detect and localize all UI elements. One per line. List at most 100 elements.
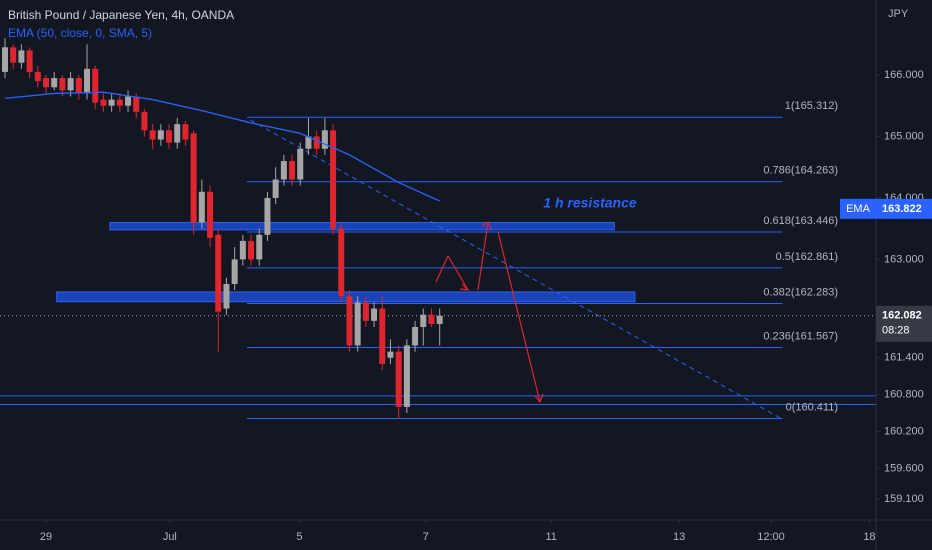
candle-body [149,130,156,140]
plot-area: 1(165.312) 0.786(164.263) 0.618(163.446) 0.… [0,38,876,420]
arrow [435,254,469,291]
candle-body [92,68,99,103]
candle-body [289,161,296,180]
ema-tag [840,198,876,219]
candle-body [100,99,107,106]
y-tick-label: 166.000 [884,69,924,81]
candle-body [43,78,50,88]
x-tick-label: 13 [673,531,685,543]
candle-body [116,99,123,106]
candle-body [207,191,214,238]
resistance-zone [56,291,636,303]
candle-body [166,130,173,143]
candle-body [223,283,230,309]
candle-body [280,161,287,180]
candle-body [428,314,435,324]
candle-body [215,234,222,312]
candle-body [420,314,427,327]
candle-body [379,308,386,364]
candle-body [26,50,33,72]
fib-label: 0.5(162.861) [776,251,838,263]
candle-body [75,78,82,94]
arrow-head [481,221,492,230]
fib-label: 0.382(162.283) [763,286,838,298]
trendline [249,119,781,419]
arrow [497,231,541,403]
candle-body [436,315,443,324]
ema-line [4,91,440,202]
candle-body [67,78,74,91]
price-tag [876,305,932,342]
candle-body [18,50,25,63]
fib-label: 0.786(164.263) [763,165,838,177]
x-tick-label: 7 [423,531,429,543]
candle-body [10,47,17,63]
candle-body [305,136,312,149]
x-tick-label: 5 [296,531,302,543]
currency: JPY [888,8,909,20]
candle-body [84,68,91,94]
candle-body [321,130,328,149]
candle-body [264,197,271,235]
arrow-head [459,283,470,291]
candle-body [272,179,279,198]
candle-body [371,308,378,321]
candle-body [2,47,9,72]
y-tick-label: 161.400 [884,352,924,364]
x-tick-label: 29 [40,531,52,543]
ema-tag-name: EMA [846,203,871,215]
candle-body [174,124,181,143]
y-tick-label: 165.000 [884,130,924,142]
candle-body [297,148,304,180]
candle-body [387,351,394,358]
candle-body [141,111,148,131]
y-tick-label: 159.600 [884,462,924,474]
candle-body [362,302,369,321]
candle-body [182,124,189,140]
candle-body [198,191,205,223]
candle-body [330,130,337,229]
annotation: 1 h resistance [543,195,637,211]
candle-body [157,130,164,140]
candle-body [231,259,238,284]
arrow-head [534,393,544,404]
resistance-zone [109,222,615,231]
x-tick-label: 18 [863,531,875,543]
x-tick-label: Jul [163,531,177,543]
y-tick-label: 159.100 [884,493,924,505]
ema-price-tag [876,198,932,219]
x-tick-label: 12:00 [757,531,785,543]
x-tick-label: 11 [546,531,557,543]
candle-body [395,351,402,407]
y-tick-label: 160.800 [884,389,924,401]
fib-label: 0(160.411) [786,401,838,413]
y-tick-label: 163.000 [884,253,924,265]
countdown: 08:28 [882,325,910,337]
ema-price: 163.822 [882,203,922,215]
candle-body [125,96,132,106]
y-tick-label: 160.200 [884,425,924,437]
arrow [477,221,489,291]
candle-body [346,296,353,346]
candle-body [354,302,361,346]
candle-body [51,78,58,88]
candle-body [256,234,263,260]
candle-body [34,71,41,82]
candle-body [59,78,66,91]
candle-body [239,240,246,260]
indicator-legend: EMA (50, close, 0, SMA, 5) [8,26,152,40]
candle-body [190,133,197,223]
candle-body [108,99,115,106]
chart-title: British Pound / Japanese Yen, 4h, OANDA [8,8,234,22]
candle-body [313,136,320,149]
fib-label: 0.618(163.446) [763,215,838,227]
fib-label: 1(165.312) [785,100,838,112]
candle-body [338,228,345,297]
candle-body [403,345,410,407]
fib-label: 0.236(161.567) [763,330,838,342]
candle-body [133,96,140,112]
last-price: 162.082 [882,310,922,322]
